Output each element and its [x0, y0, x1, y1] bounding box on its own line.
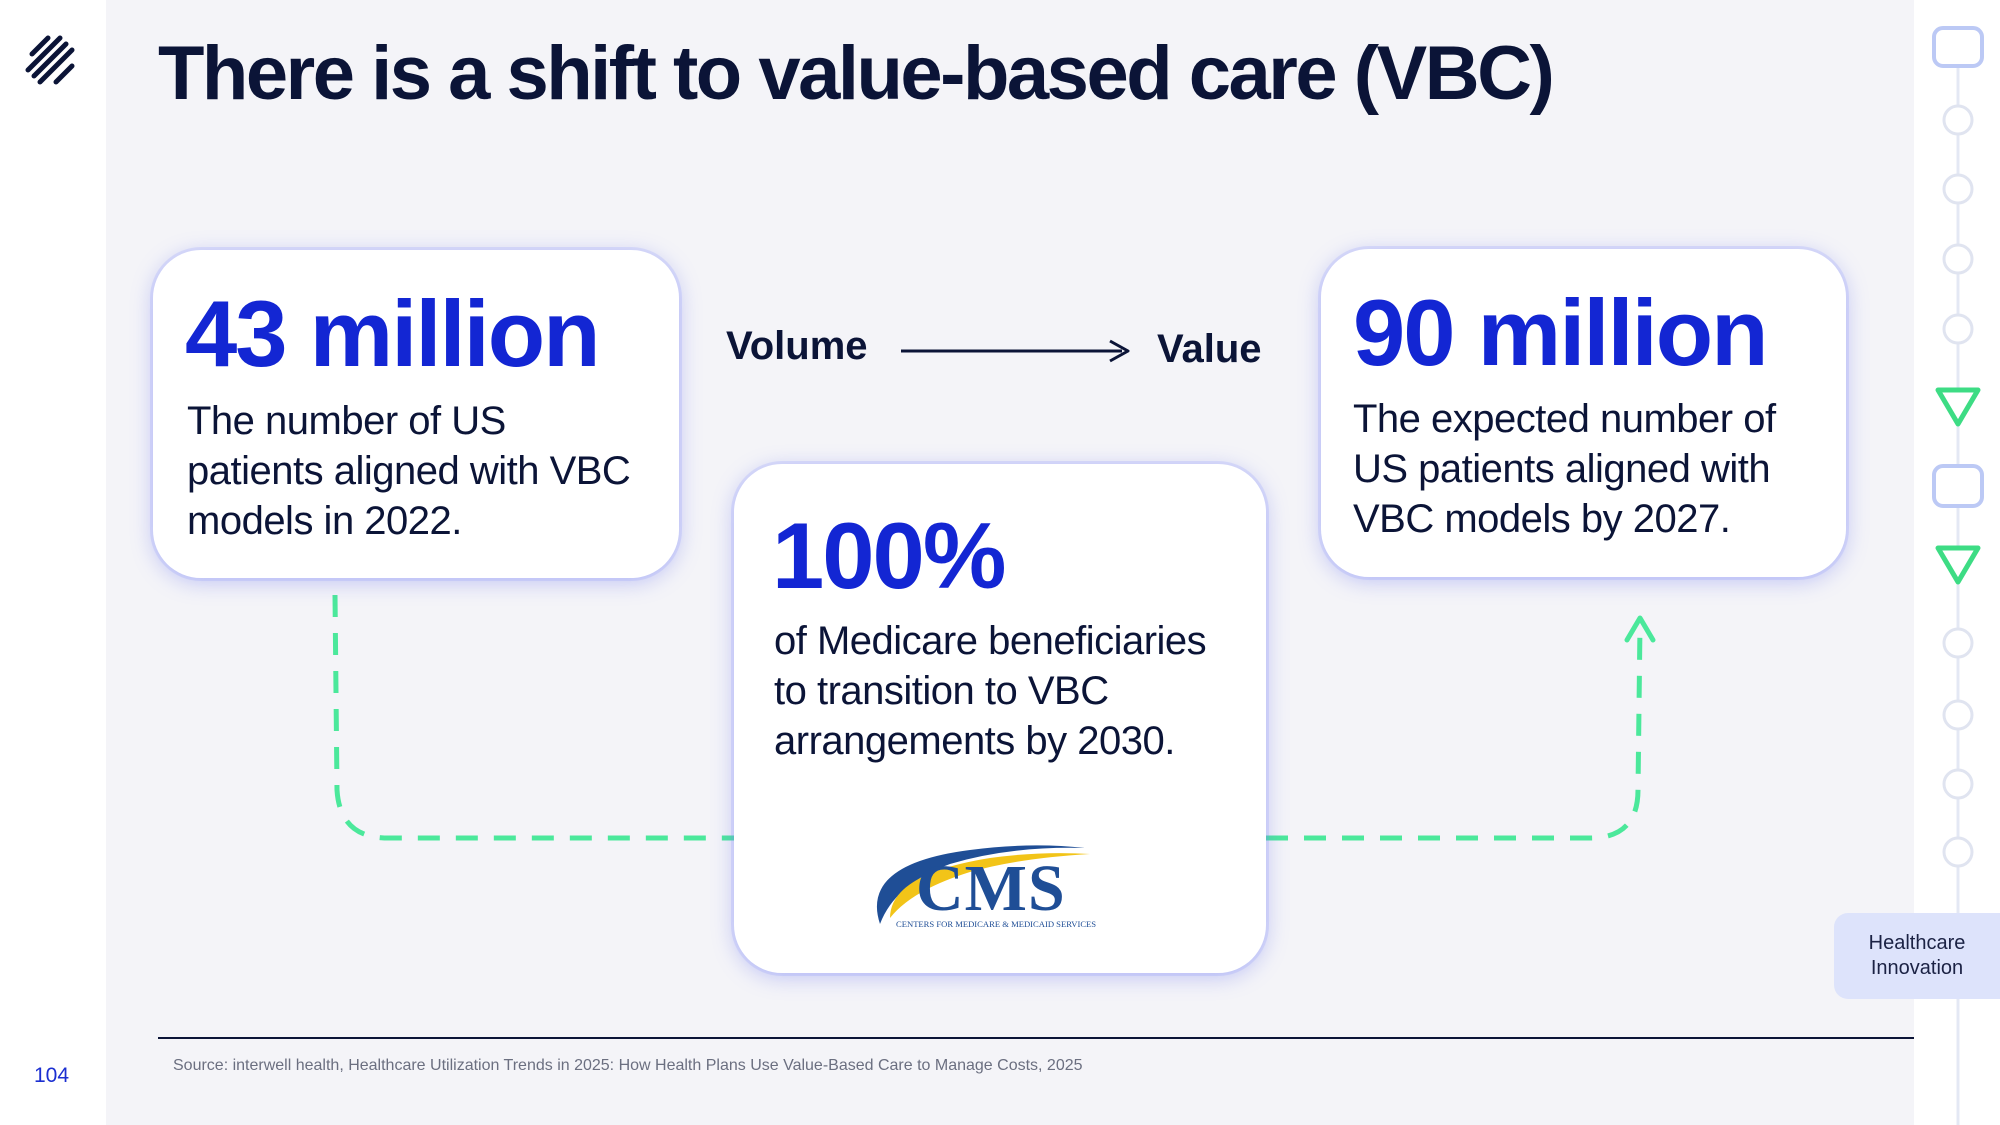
rail-node-circle: [1942, 313, 1974, 345]
stripes-logo-icon: [25, 35, 75, 85]
rail-node-circle: [1942, 627, 1974, 659]
rail-node-circle: [1942, 768, 1974, 800]
cms-logo: CMS CENTERS FOR MEDICARE & MEDICAID SERV…: [876, 845, 1096, 929]
stat-description: The number of US patients aligned with V…: [187, 399, 631, 543]
arrow-right-icon: [901, 339, 1130, 363]
section-badge[interactable]: Healthcare Innovation: [1834, 913, 2000, 999]
stat-number: 43 million: [185, 281, 601, 386]
page-number: 104: [34, 1064, 70, 1087]
stat-card-2022: 43 million The number of US patients ali…: [153, 250, 679, 578]
stat-description: The expected number of US patients align…: [1353, 397, 1776, 541]
stat-card-2027: 90 million The expected number of US pat…: [1321, 249, 1846, 577]
rail-node-circle: [1942, 173, 1974, 205]
flow-label-value: Value: [1157, 327, 1262, 371]
dashed-flow-arrowhead: [1624, 615, 1656, 643]
flow-label-volume: Volume: [726, 324, 868, 368]
rail-node-circle: [1942, 836, 1974, 868]
page-title: There is a shift to value-based care (VB…: [158, 31, 1555, 116]
section-badge-line1: Healthcare: [1868, 932, 1966, 954]
cms-logo-subtitle: CENTERS FOR MEDICARE & MEDICAID SERVICES: [896, 919, 1096, 929]
stat-description: of Medicare beneficiaries to transition …: [774, 619, 1207, 763]
dashed-flow-left: [332, 594, 734, 841]
rail-node-triangle: [1935, 387, 1981, 427]
rail-node-square: [1932, 26, 1984, 68]
rail-node-circle: [1942, 104, 1974, 136]
cms-logo-letters: CMS: [916, 852, 1066, 925]
stat-number: 100%: [772, 503, 1006, 608]
dashed-flow-right: [1266, 624, 1643, 841]
section-badge-line2: Innovation: [1870, 957, 1964, 979]
rail-node-square: [1932, 464, 1984, 508]
footer-divider: [158, 1037, 1914, 1039]
left-rail: 104: [0, 0, 106, 1125]
rail-node-circle: [1942, 243, 1974, 275]
source-citation: Source: interwell health, Healthcare Uti…: [173, 1057, 1083, 1074]
stat-number: 90 million: [1353, 280, 1769, 385]
rail-node-triangle: [1935, 545, 1981, 585]
rail-node-circle: [1942, 699, 1974, 731]
stat-card-medicare: 100% of Medicare beneficiaries to transi…: [734, 464, 1266, 973]
